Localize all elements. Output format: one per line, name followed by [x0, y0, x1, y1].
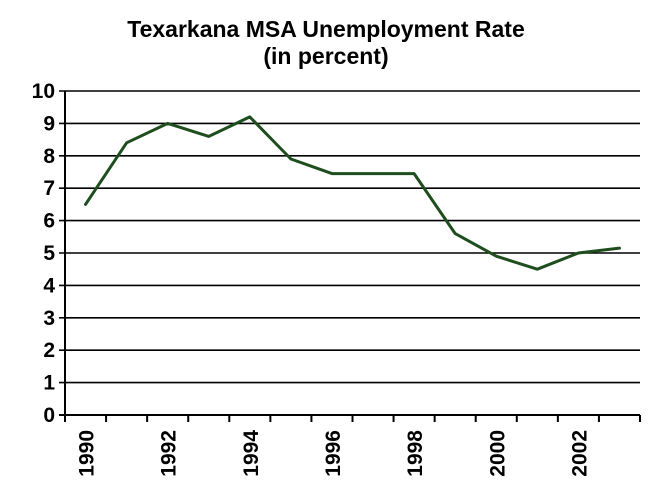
series-line — [84, 115, 621, 271]
y-tick-label: 8 — [43, 145, 55, 168]
y-tick-label: 1 — [43, 372, 55, 395]
y-tick-label: 7 — [43, 177, 55, 200]
y-tick-label: 5 — [43, 242, 55, 265]
x-tick-labels: 1990 1992 1994 1996 1998 2000 2002 — [76, 430, 592, 477]
chart-subtitle-line: (in percent) — [263, 43, 389, 69]
chart-title-line: Texarkana MSA Unemployment Rate — [127, 16, 525, 42]
axes — [59, 91, 641, 422]
x-tick-label: 2002 — [568, 430, 591, 477]
y-tick-label: 6 — [43, 210, 55, 233]
x-tick-label: 1990 — [76, 430, 99, 477]
y-tick-labels: 0 1 2 3 4 5 6 7 8 9 10 — [32, 80, 56, 427]
gridlines — [59, 90, 640, 384]
x-tick-label: 1998 — [404, 430, 427, 477]
x-tick-label: 1992 — [158, 430, 181, 477]
y-tick-label: 2 — [43, 339, 55, 362]
series-layer — [84, 115, 621, 271]
y-tick-label: 3 — [43, 307, 55, 330]
y-tick-label: 10 — [32, 80, 55, 103]
x-tick-label: 2000 — [486, 430, 509, 477]
chart-title: Texarkana MSA Unemployment Rate (in perc… — [0, 16, 652, 70]
y-tick-label: 9 — [43, 112, 55, 135]
x-tick-label: 1996 — [322, 430, 345, 477]
x-tick-label: 1994 — [240, 430, 263, 477]
y-tick-label: 4 — [43, 274, 55, 297]
y-tick-label: 0 — [43, 404, 55, 427]
